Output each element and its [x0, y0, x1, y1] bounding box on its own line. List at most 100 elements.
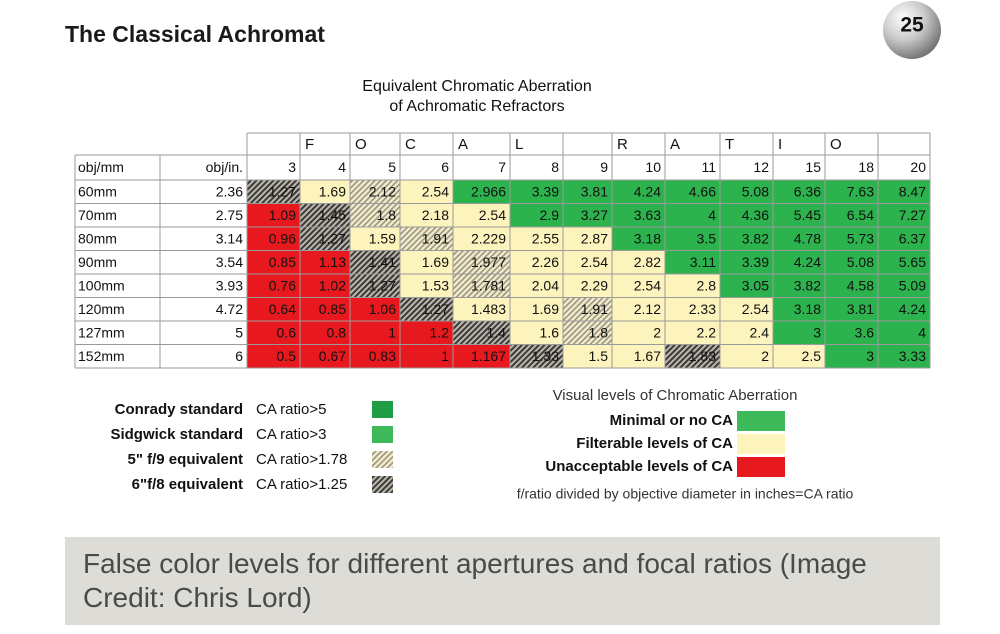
column-header: 3 [288, 159, 296, 175]
cell-fill [665, 274, 720, 298]
table-cell: 1.4 [487, 324, 507, 340]
table-cell: 1.67 [634, 348, 661, 364]
cell-fill [563, 203, 612, 227]
table-cell: 2.75 [216, 207, 243, 223]
cell-fill [720, 180, 773, 204]
table-cell: 6.37 [899, 230, 926, 246]
cell-fill [300, 297, 350, 321]
cell-fill [612, 321, 665, 345]
table-cell: 0.67 [319, 348, 346, 364]
cell-fill [612, 203, 665, 227]
table-cell: 0.6 [277, 324, 297, 340]
cell-fill [720, 227, 773, 251]
table-cell: 2 [761, 348, 769, 364]
table-cell: 5.73 [847, 230, 874, 246]
cell-fill [247, 203, 300, 227]
cell-fill [510, 180, 563, 204]
cell-fill [453, 180, 510, 204]
legend-name: Sidgwick standard [110, 426, 243, 443]
cell-fill [350, 344, 400, 368]
cell-fill [350, 227, 400, 251]
cell-fill [510, 344, 563, 368]
table-cell: 1.167 [471, 348, 506, 364]
table-cell: 60mm [78, 183, 117, 199]
cell-fill [825, 297, 878, 321]
legend-rule: CA ratio>5 [256, 401, 326, 418]
table-cell: 3.27 [581, 207, 608, 223]
table-cell: 4.36 [742, 207, 769, 223]
table-cell: 3.14 [216, 230, 243, 246]
table-cell: 3.05 [742, 277, 769, 293]
cell-fill [247, 274, 300, 298]
table-cell: 7.63 [847, 183, 874, 199]
legend-swatch [372, 451, 393, 468]
table-cell: 1.483 [471, 301, 506, 317]
table-cell: 2.229 [471, 230, 506, 246]
cell-fill [773, 297, 825, 321]
column-header: 10 [645, 159, 661, 175]
legend-level: Minimal or no CA [610, 412, 734, 429]
legend-swatch [372, 426, 393, 443]
cell-fill [247, 250, 300, 274]
cell-fill [720, 321, 773, 345]
table-cell: 2.12 [634, 301, 661, 317]
table-cell: 0.76 [269, 277, 296, 293]
cell-fill [563, 250, 612, 274]
cell-fill [400, 180, 453, 204]
table-cell: 3.11 [690, 254, 716, 270]
page-number: 25 [900, 14, 924, 37]
focal-letter: T [725, 136, 734, 153]
table-cell: 4.24 [634, 183, 661, 199]
table-cell: 4.24 [899, 301, 926, 317]
cell-fill [400, 321, 453, 345]
cell-fill [453, 203, 510, 227]
cell-fill [400, 344, 453, 368]
table-cell: 2.33 [689, 301, 716, 317]
table-cell: 5.65 [899, 254, 926, 270]
cell-fill [563, 180, 612, 204]
cell-fill [510, 250, 563, 274]
table-cell: 1.33 [532, 348, 559, 364]
legend-level: Unacceptable levels of CA [545, 458, 733, 475]
focal-letter: O [830, 136, 842, 153]
table-cell: 4.24 [794, 254, 821, 270]
cell-fill [665, 180, 720, 204]
cell-fill [825, 250, 878, 274]
table-cell: 3.63 [634, 207, 661, 223]
column-header: obj/mm [78, 159, 124, 175]
table-cell: 1.27 [269, 183, 296, 199]
table-cell: 4.78 [794, 230, 821, 246]
cell-fill [510, 321, 563, 345]
cell-fill [510, 274, 563, 298]
table-cell: 0.85 [269, 254, 296, 270]
legend-rule: CA ratio>1.25 [256, 476, 347, 493]
table-cell: 3.82 [794, 277, 821, 293]
legend-note: f/ratio divided by objective diameter in… [517, 486, 854, 502]
table-cell: 90mm [78, 254, 117, 270]
table-cell: 1.83 [689, 348, 716, 364]
table-cell: 1.69 [422, 254, 449, 270]
table-cell: 1.91 [581, 301, 608, 317]
table-cell: 1.977 [471, 254, 506, 270]
legend-swatch [372, 476, 393, 493]
table-cell: 1.13 [319, 254, 346, 270]
column-header: 20 [910, 159, 926, 175]
table-cell: 1.02 [319, 277, 346, 293]
table-cell: 2.55 [532, 230, 559, 246]
cell-fill [665, 344, 720, 368]
cell-fill [510, 297, 563, 321]
cell-fill [825, 274, 878, 298]
cell-fill [247, 297, 300, 321]
cell-fill [510, 203, 563, 227]
legend-swatch [737, 457, 785, 477]
focal-letter: A [670, 136, 680, 153]
cell-fill [773, 203, 825, 227]
table-cell: 1.53 [422, 277, 449, 293]
table-cell: 2.54 [422, 183, 449, 199]
table-cell: 5.45 [794, 207, 821, 223]
table-cell: 1.41 [369, 254, 396, 270]
cell-fill [773, 250, 825, 274]
table-cell: 5.08 [742, 183, 769, 199]
cell-fill [453, 274, 510, 298]
